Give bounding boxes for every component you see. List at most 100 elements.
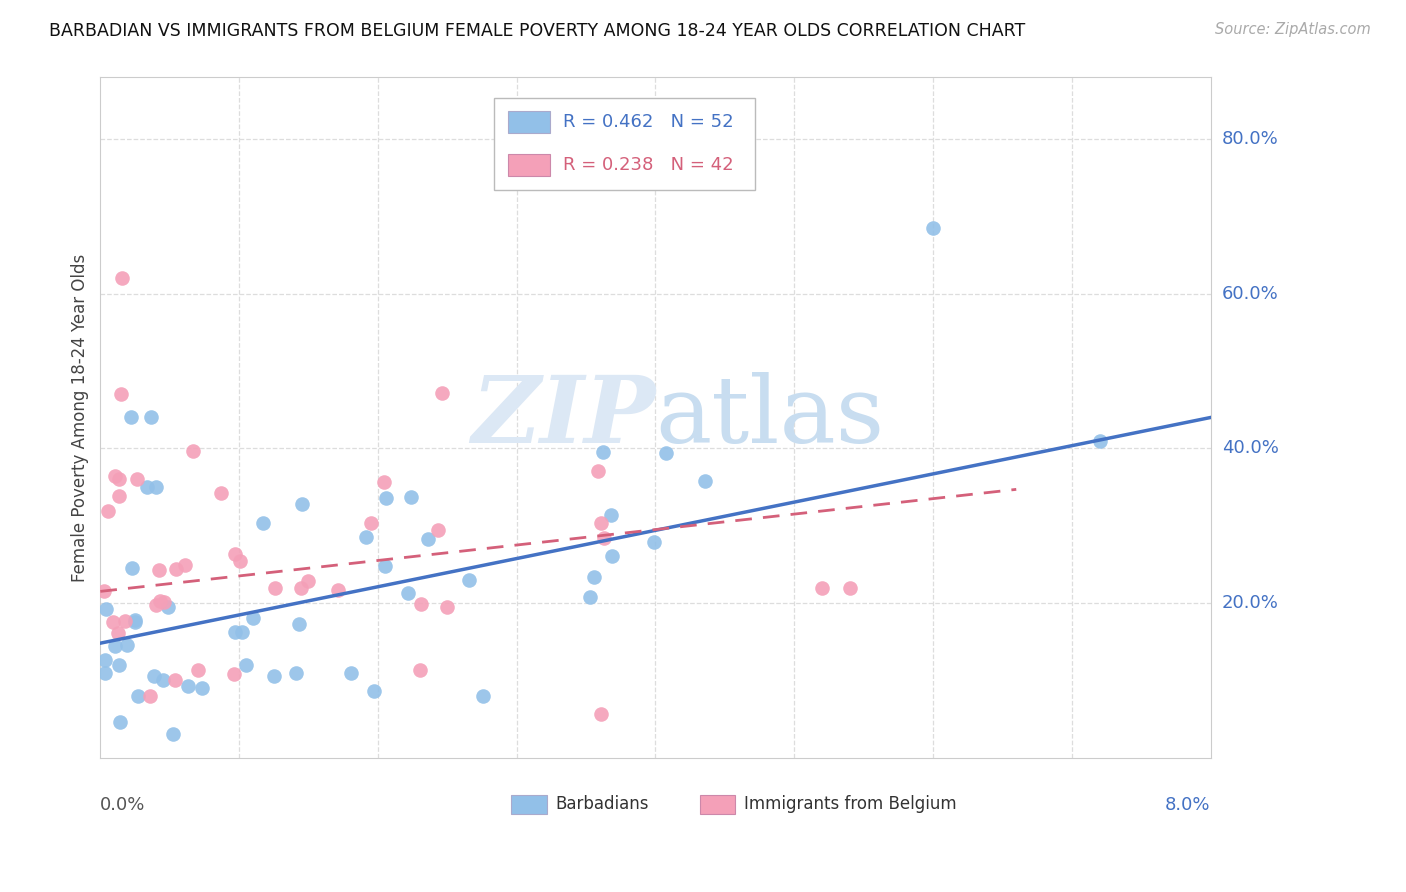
Point [107, 489, 129, 503]
FancyBboxPatch shape [512, 795, 547, 814]
Point [363, 683, 385, 698]
Point [145, 599, 167, 613]
Point [436, 600, 458, 615]
Point [373, 475, 395, 489]
Point [127, 472, 149, 486]
Point [399, 490, 422, 504]
Point [121, 560, 143, 574]
Point [149, 594, 172, 608]
Point [252, 516, 274, 531]
Point [115, 639, 138, 653]
Point [1088, 434, 1111, 448]
Point [579, 590, 602, 604]
Text: 0.0%: 0.0% [100, 797, 146, 814]
Text: Source: ZipAtlas.com: Source: ZipAtlas.com [1215, 22, 1371, 37]
Point [457, 573, 479, 587]
Point [211, 486, 233, 500]
Point [174, 558, 197, 573]
Point [416, 532, 439, 546]
Point [229, 554, 252, 568]
Point [290, 581, 312, 595]
Point [153, 595, 176, 609]
Point [582, 570, 605, 584]
Text: Barbadians: Barbadians [555, 796, 650, 814]
Point [374, 559, 396, 574]
FancyBboxPatch shape [495, 98, 755, 190]
Point [139, 410, 162, 425]
Point [148, 563, 170, 577]
Point [139, 689, 162, 703]
Point [838, 581, 860, 595]
Point [110, 715, 132, 730]
Point [284, 665, 307, 680]
FancyBboxPatch shape [508, 111, 550, 133]
Point [127, 689, 149, 703]
Point [593, 531, 616, 545]
Point [114, 614, 136, 628]
Point [177, 679, 200, 693]
Text: R = 0.462   N = 52: R = 0.462 N = 52 [564, 112, 734, 130]
Text: Immigrants from Belgium: Immigrants from Belgium [744, 796, 957, 814]
Point [94, 653, 117, 667]
Point [242, 611, 264, 625]
Point [110, 387, 132, 401]
Point [186, 664, 208, 678]
Point [586, 464, 609, 478]
Point [297, 574, 319, 588]
Point [110, 271, 132, 285]
Point [409, 597, 432, 611]
Point [136, 480, 159, 494]
Point [145, 480, 167, 494]
Point [591, 516, 613, 530]
Point [326, 583, 349, 598]
Text: 20.0%: 20.0% [1222, 594, 1278, 612]
Point [93, 584, 115, 599]
Point [695, 475, 717, 489]
Point [224, 666, 246, 681]
Point [108, 472, 131, 486]
Point [354, 530, 377, 544]
Point [152, 673, 174, 688]
Point [643, 535, 665, 549]
Point [224, 547, 246, 561]
Text: atlas: atlas [655, 373, 884, 462]
Point [165, 673, 187, 688]
Point [157, 600, 180, 615]
Point [600, 549, 623, 564]
Point [471, 689, 494, 703]
Point [120, 410, 142, 425]
Point [124, 615, 146, 630]
Point [107, 626, 129, 640]
Point [94, 602, 117, 616]
Text: 40.0%: 40.0% [1222, 440, 1278, 458]
Point [235, 658, 257, 673]
Text: BARBADIAN VS IMMIGRANTS FROM BELGIUM FEMALE POVERTY AMONG 18-24 YEAR OLDS CORREL: BARBADIAN VS IMMIGRANTS FROM BELGIUM FEM… [49, 22, 1025, 40]
Point [264, 581, 287, 595]
Point [375, 491, 398, 505]
Point [600, 508, 623, 523]
Point [396, 586, 419, 600]
Point [94, 665, 117, 680]
Point [811, 581, 834, 595]
Point [291, 497, 314, 511]
Point [181, 444, 204, 458]
Point [108, 657, 131, 672]
Point [409, 663, 432, 677]
Point [190, 681, 212, 695]
Text: 8.0%: 8.0% [1166, 797, 1211, 814]
Point [589, 706, 612, 721]
Point [427, 524, 450, 538]
Point [104, 639, 127, 653]
Point [165, 561, 187, 575]
Point [655, 446, 678, 460]
Point [231, 624, 253, 639]
Point [263, 669, 285, 683]
Text: R = 0.238   N = 42: R = 0.238 N = 42 [564, 156, 734, 174]
FancyBboxPatch shape [508, 154, 550, 176]
Point [101, 615, 124, 630]
Point [224, 625, 246, 640]
Point [143, 669, 166, 683]
Text: ZIP: ZIP [471, 373, 655, 462]
Point [432, 385, 454, 400]
Point [360, 516, 382, 530]
